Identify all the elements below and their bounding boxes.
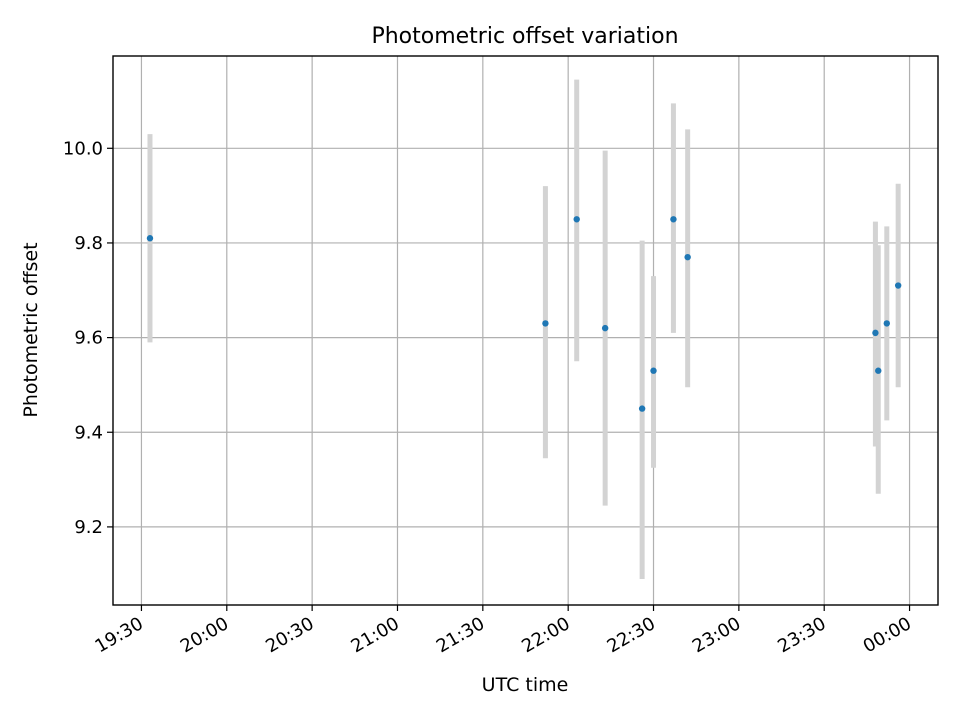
- data-point: [872, 329, 879, 337]
- data-point: [684, 253, 691, 261]
- y-axis-ticks: 9.2 9.4 9.6 9.8 10.0: [63, 138, 113, 538]
- data-point: [875, 367, 882, 374]
- data-point: [146, 235, 154, 242]
- data-point: [542, 320, 549, 327]
- y-tick-label: 9.4: [74, 422, 103, 443]
- data-points: [146, 216, 902, 412]
- y-tick-label: 9.8: [74, 233, 103, 254]
- data-point: [573, 216, 580, 223]
- data-point: [638, 405, 646, 412]
- data-point: [601, 324, 609, 332]
- plot-frame: [112, 55, 939, 606]
- y-tick-label: 9.2: [74, 517, 103, 538]
- data-point: [670, 216, 677, 223]
- data-point: [650, 367, 657, 374]
- x-axis-label: UTC time: [482, 674, 569, 696]
- chart-title: Photometric offset variation: [371, 24, 678, 49]
- y-tick-label: 9.6: [74, 328, 103, 349]
- y-axis-label: Photometric offset: [20, 242, 42, 417]
- y-tick-label: 10.0: [63, 138, 103, 159]
- data-point: [883, 320, 890, 327]
- data-point: [894, 282, 902, 289]
- grid: [113, 56, 938, 605]
